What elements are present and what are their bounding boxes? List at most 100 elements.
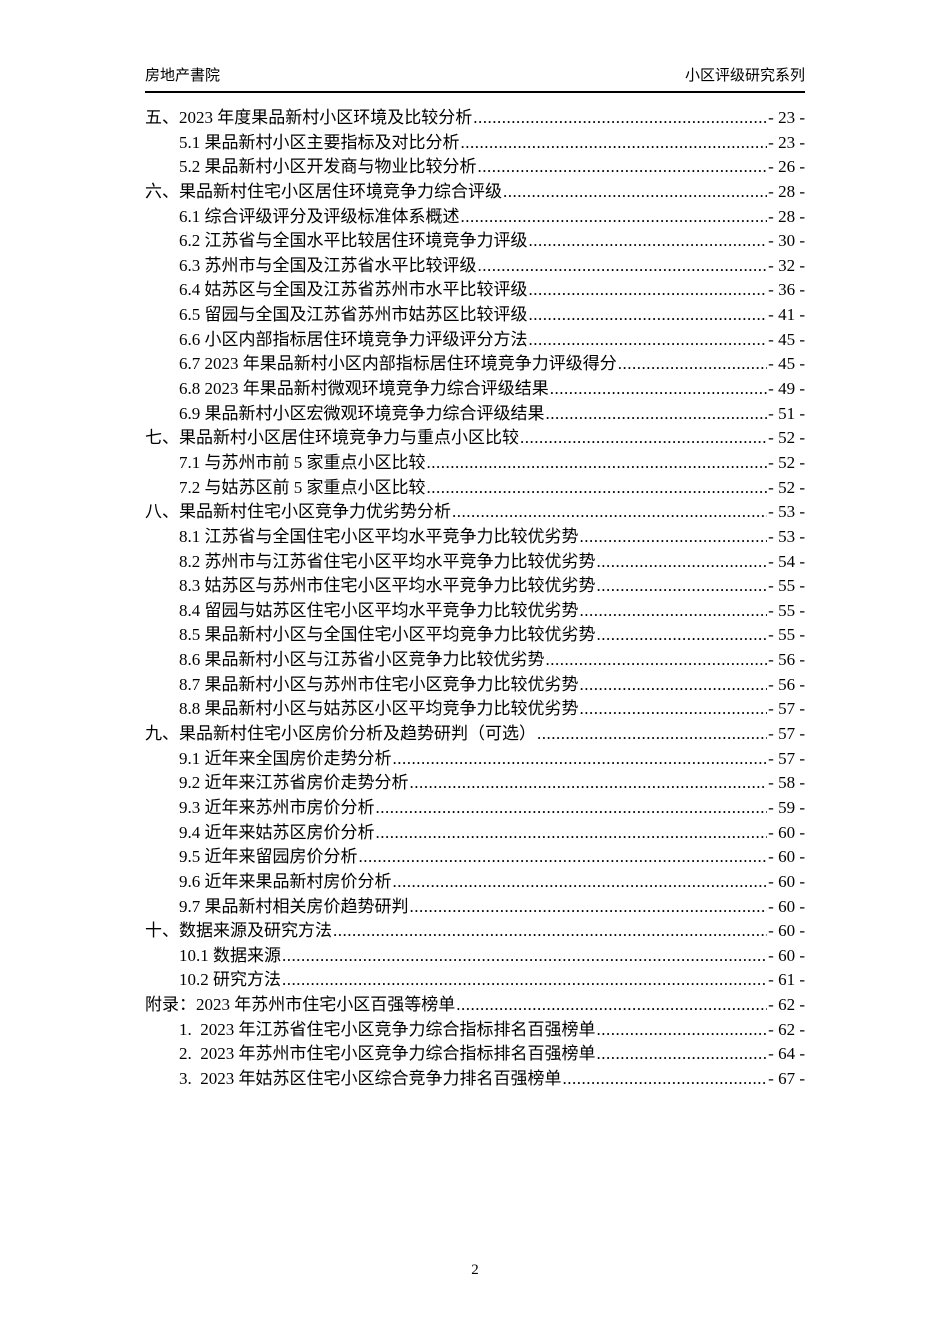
page-header: 房地产書院 小区评级研究系列 — [145, 67, 805, 93]
toc-dot-leader — [529, 330, 768, 350]
toc-entry[interactable]: 九、果品新村住宅小区房价分析及趋势研判（可选） - 57 - — [145, 719, 805, 744]
toc-entry[interactable]: 1. 2023 年江苏省住宅小区竞争力综合指标排名百强榜单 - 62 - — [145, 1015, 805, 1040]
toc-entry[interactable]: 10.1 数据来源 - 60 - — [145, 941, 805, 966]
toc-entry[interactable]: 8.5 果品新村小区与全国住宅小区平均竞争力比较优劣势 - 55 - — [145, 620, 805, 645]
toc-dot-leader — [503, 182, 767, 202]
toc-dot-leader — [580, 527, 768, 547]
toc-dot-leader — [618, 354, 767, 374]
toc-dot-leader — [597, 1044, 768, 1064]
toc-entry-label: 6.3 苏州市与全国及江苏省水平比较评级 — [179, 255, 477, 275]
toc-entry[interactable]: 2. 2023 年苏州市住宅小区竞争力综合指标排名百强榜单 - 64 - — [145, 1039, 805, 1064]
toc-dot-leader — [597, 576, 768, 596]
toc-entry-page: - 55 - — [768, 625, 805, 645]
toc-entry-label: 6.1 综合评级评分及评级标准体系概述 — [179, 206, 460, 226]
toc-dot-leader — [393, 749, 768, 769]
toc-entry[interactable]: 六、果品新村住宅小区居住环境竞争力综合评级 - 28 - — [145, 177, 805, 202]
toc-entry[interactable]: 8.7 果品新村小区与苏州市住宅小区竞争力比较优劣势 - 56 - — [145, 670, 805, 695]
toc-entry-page: - 52 - — [768, 428, 805, 448]
toc-entry-page: - 26 - — [768, 157, 805, 177]
toc-entry[interactable]: 6.5 留园与全国及江苏省苏州市姑苏区比较评级 - 41 - — [145, 300, 805, 325]
toc-entry[interactable]: 6.8 2023 年果品新村微观环境竞争力综合评级结果 - 49 - — [145, 374, 805, 399]
toc-dot-leader — [580, 699, 768, 719]
toc-entry[interactable]: 8.2 苏州市与江苏省住宅小区平均水平竞争力比较优劣势 - 54 - — [145, 547, 805, 572]
toc-dot-leader — [550, 379, 767, 399]
toc-entry-label: 7.2 与姑苏区前 5 家重点小区比较 — [179, 477, 426, 497]
toc-entry-page: - 53 - — [768, 526, 805, 546]
toc-entry-label: 附录：2023 年苏州市住宅小区百强等榜单 — [145, 995, 456, 1015]
toc-entry-label: 6.6 小区内部指标居住环境竞争力评级评分方法 — [179, 329, 528, 349]
toc-dot-leader — [597, 1020, 768, 1040]
toc-dot-leader — [282, 970, 767, 990]
toc-entry[interactable]: 3. 2023 年姑苏区住宅小区综合竞争力排名百强榜单 - 67 - — [145, 1064, 805, 1089]
toc-entry-page: - 64 - — [768, 1044, 805, 1064]
toc-dot-leader — [461, 133, 768, 153]
toc-entry-label: 6.7 2023 年果品新村小区内部指标居住环境竞争力评级得分 — [179, 354, 617, 374]
toc-entry[interactable]: 9.2 近年来江苏省房价走势分析 - 58 - — [145, 768, 805, 793]
toc-entry-label: 五、2023 年度果品新村小区环境及比较分析 — [145, 108, 473, 127]
toc-entry-page: - 60 - — [768, 847, 805, 867]
header-doc-title: 房地产書院 — [145, 67, 221, 84]
toc-entry-label: 7.1 与苏州市前 5 家重点小区比较 — [179, 452, 426, 472]
toc-entry[interactable]: 8.6 果品新村小区与江苏省小区竞争力比较优劣势 - 56 - — [145, 645, 805, 670]
toc-entry[interactable]: 6.1 综合评级评分及评级标准体系概述 - 28 - — [145, 202, 805, 227]
toc-entry[interactable]: 七、果品新村小区居住环境竞争力与重点小区比较 - 52 - — [145, 423, 805, 448]
toc-entry-label: 10.2 研究方法 — [179, 970, 281, 990]
page-footer: 2 — [0, 1261, 950, 1280]
toc-entry[interactable]: 5.2 果品新村小区开发商与物业比较分析 - 26 - — [145, 152, 805, 177]
toc-entry[interactable]: 6.3 苏州市与全国及江苏省水平比较评级 - 32 - — [145, 251, 805, 276]
toc-dot-leader — [461, 207, 768, 227]
toc-entry[interactable]: 八、果品新村住宅小区竞争力优劣势分析 - 53 - — [145, 497, 805, 522]
toc-entry-label: 9.5 近年来留园房价分析 — [179, 847, 358, 867]
toc-entry-label: 8.5 果品新村小区与全国住宅小区平均竞争力比较优劣势 — [179, 625, 596, 645]
toc-entry-page: - 59 - — [768, 797, 805, 817]
toc-dot-leader — [282, 946, 767, 966]
toc-entry-label: 8.6 果品新村小区与江苏省小区竞争力比较优劣势 — [179, 650, 545, 670]
toc-entry-page: - 45 - — [768, 354, 805, 374]
toc-entry[interactable]: 五、2023 年度果品新村小区环境及比较分析 - 23 - — [145, 103, 805, 128]
toc-entry-page: - 60 - — [768, 822, 805, 842]
toc-entry-page: - 23 - — [768, 132, 805, 152]
toc-entry-page: - 60 - — [768, 945, 805, 965]
toc-entry[interactable]: 6.2 江苏省与全国水平比较居住环境竞争力评级 - 30 - — [145, 226, 805, 251]
page-number: 2 — [471, 1262, 479, 1278]
toc-entry[interactable]: 6.7 2023 年果品新村小区内部指标居住环境竞争力评级得分 - 45 - — [145, 349, 805, 374]
toc-entry[interactable]: 8.8 果品新村小区与姑苏区小区平均竞争力比较优劣势 - 57 - — [145, 694, 805, 719]
toc-entry[interactable]: 6.9 果品新村小区宏微观环境竞争力综合评级结果 - 51 - — [145, 399, 805, 424]
toc-entry-page: - 52 - — [768, 477, 805, 497]
toc-entry-label: 1. 2023 年江苏省住宅小区竞争力综合指标排名百强榜单 — [179, 1019, 596, 1039]
toc-entry[interactable]: 9.7 果品新村相关房价趋势研判 - 60 - — [145, 892, 805, 917]
toc-entry[interactable]: 6.4 姑苏区与全国及江苏省苏州市水平比较评级 - 36 - — [145, 275, 805, 300]
toc-entry-page: - 60 - — [768, 896, 805, 916]
toc-entry[interactable]: 附录：2023 年苏州市住宅小区百强等榜单 - 62 - — [145, 990, 805, 1015]
toc-dot-leader — [333, 921, 767, 941]
toc-entry-page: - 55 - — [768, 576, 805, 596]
toc-entry-page: - 67 - — [768, 1068, 805, 1088]
toc-entry-label: 6.2 江苏省与全国水平比较居住环境竞争力评级 — [179, 231, 528, 251]
toc-entry[interactable]: 9.6 近年来果品新村房价分析 - 60 - — [145, 867, 805, 892]
toc-entry[interactable]: 9.1 近年来全国房价走势分析 - 57 - — [145, 744, 805, 769]
toc-entry-label: 6.9 果品新村小区宏微观环境竞争力综合评级结果 — [179, 403, 545, 423]
toc-entry[interactable]: 8.1 江苏省与全国住宅小区平均水平竞争力比较优劣势 - 53 - — [145, 522, 805, 547]
toc-dot-leader — [546, 404, 768, 424]
toc-entry-page: - 56 - — [768, 674, 805, 694]
table-of-contents: 五、2023 年度果品新村小区环境及比较分析- 23 -5.1 果品新村小区主要… — [145, 103, 805, 1089]
toc-entry[interactable]: 7.1 与苏州市前 5 家重点小区比较 - 52 - — [145, 448, 805, 473]
toc-entry[interactable]: 10.2 研究方法 - 61 - — [145, 965, 805, 990]
toc-entry-page: - 52 - — [768, 452, 805, 472]
toc-entry[interactable]: 9.5 近年来留园房价分析 - 60 - — [145, 842, 805, 867]
toc-entry[interactable]: 7.2 与姑苏区前 5 家重点小区比较 - 52 - — [145, 473, 805, 498]
toc-entry[interactable]: 8.4 留园与姑苏区住宅小区平均水平竞争力比较优劣势 - 55 - — [145, 596, 805, 621]
toc-entry[interactable]: 5.1 果品新村小区主要指标及对比分析 - 23 - — [145, 128, 805, 153]
toc-entry[interactable]: 8.3 姑苏区与苏州市住宅小区平均水平竞争力比较优劣势 - 55 - — [145, 571, 805, 596]
toc-entry[interactable]: 6.6 小区内部指标居住环境竞争力评级评分方法 - 45 - — [145, 325, 805, 350]
toc-dot-leader — [376, 823, 768, 843]
toc-entry-page: - 57 - — [768, 724, 805, 744]
toc-entry[interactable]: 9.3 近年来苏州市房价分析 - 59 - — [145, 793, 805, 818]
toc-dot-leader — [546, 650, 768, 670]
toc-entry[interactable]: 9.4 近年来姑苏区房价分析 - 60 - — [145, 818, 805, 843]
toc-entry-page: - 41 - — [768, 305, 805, 325]
toc-entry-page: - 60 - — [768, 921, 805, 941]
toc-entry[interactable]: 十、数据来源及研究方法 - 60 - — [145, 916, 805, 941]
toc-entry-label: 八、果品新村住宅小区竞争力优劣势分析 — [145, 502, 451, 522]
toc-entry-page: - 60 - — [768, 871, 805, 891]
